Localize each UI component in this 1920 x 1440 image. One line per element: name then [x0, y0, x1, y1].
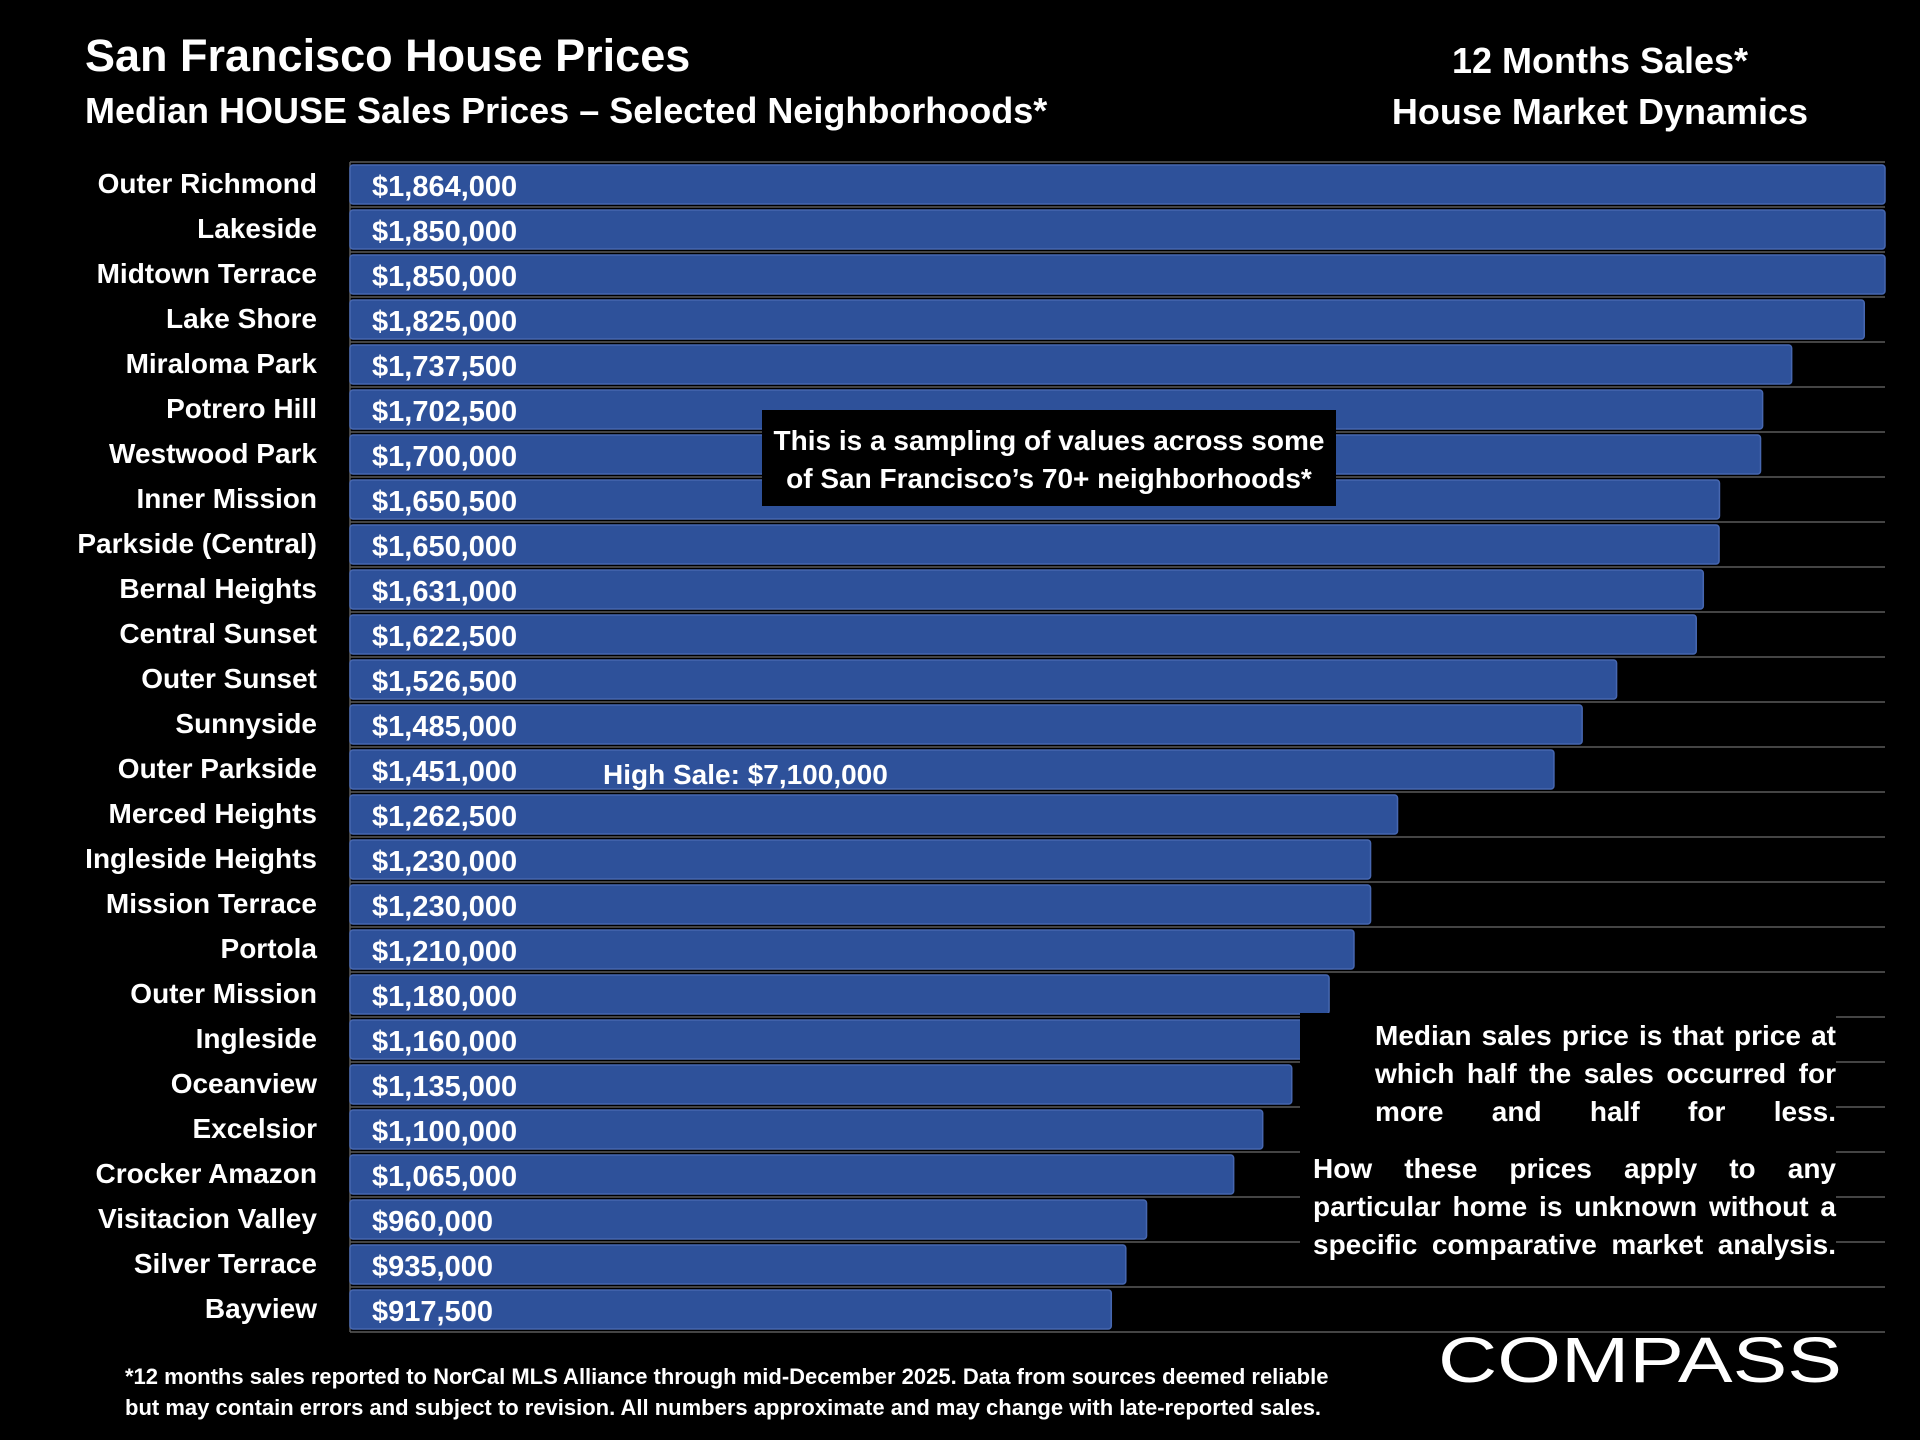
- category-label: Central Sunset: [119, 618, 317, 649]
- value-label: $1,631,000: [372, 576, 517, 608]
- bar: [349, 749, 1555, 790]
- bar: [349, 524, 1720, 565]
- median-note-line2: which half the sales occurred for: [1375, 1058, 1836, 1089]
- bar: [349, 839, 1372, 880]
- value-label: $1,737,500: [372, 351, 517, 383]
- category-label: Sunnyside: [175, 708, 317, 739]
- category-label: Outer Sunset: [141, 663, 317, 694]
- category-label: Ingleside: [196, 1023, 317, 1054]
- value-label: $1,526,500: [372, 666, 517, 698]
- right-title-line1: 12 Months Sales*: [1451, 40, 1749, 81]
- value-label: $1,825,000: [372, 306, 517, 338]
- category-label: Bernal Heights: [119, 573, 317, 604]
- compass-logo-text: COMPASS: [1438, 1326, 1842, 1390]
- bar: [349, 1199, 1148, 1240]
- category-label: Outer Parkside: [118, 753, 317, 784]
- page-subtitle: Median HOUSE Sales Prices – Selected Nei…: [85, 90, 1048, 131]
- right-title-line2: House Market Dynamics: [1391, 91, 1809, 132]
- bar: [349, 209, 1886, 250]
- category-label: Lakeside: [197, 213, 317, 244]
- value-label: $1,650,500: [372, 486, 517, 518]
- category-label: Outer Mission: [130, 978, 317, 1009]
- category-label: Westwood Park: [109, 438, 317, 469]
- bar: [349, 1244, 1127, 1285]
- value-label: $1,210,000: [372, 936, 517, 968]
- median-note-line1: Median sales price is that price at: [1375, 1020, 1836, 1051]
- value-label: $1,100,000: [372, 1116, 517, 1148]
- bar: [349, 254, 1886, 295]
- high-sale-annotation: High Sale: $7,100,000: [603, 759, 888, 790]
- bar: [349, 164, 1886, 205]
- value-label: $917,500: [372, 1296, 493, 1328]
- footnote-line2: but may contain errors and subject to re…: [125, 1395, 1322, 1420]
- category-label: Silver Terrace: [134, 1248, 317, 1279]
- value-label: $1,850,000: [372, 216, 517, 248]
- value-label: $1,262,500: [372, 801, 517, 833]
- footnote: *12 months sales reported to NorCal MLS …: [125, 1361, 1328, 1423]
- category-label: Ingleside Heights: [85, 843, 317, 874]
- compass-logo: COMPASS: [1438, 1326, 1842, 1390]
- bar: [349, 569, 1705, 610]
- bar: [349, 929, 1355, 970]
- footnote-line1: *12 months sales reported to NorCal MLS …: [125, 1364, 1329, 1389]
- sampling-callout-line1: This is a sampling of values across some: [773, 425, 1325, 456]
- category-label: Visitacion Valley: [98, 1203, 317, 1234]
- category-label: Parkside (Central): [77, 528, 317, 559]
- value-label: $1,180,000: [372, 981, 517, 1013]
- value-label: $1,650,000: [372, 531, 517, 563]
- category-label: Inner Mission: [137, 483, 317, 514]
- bar: [349, 704, 1583, 745]
- sampling-callout-line2: of San Francisco’s 70+ neighborhoods*: [786, 463, 1312, 494]
- value-label: $1,451,000: [372, 756, 517, 788]
- value-label: $935,000: [372, 1251, 493, 1283]
- median-note-line3: more and half for less.: [1375, 1096, 1836, 1127]
- disclaimer-line3: specific comparative market analysis.: [1313, 1229, 1836, 1260]
- disclaimer-line2: particular home is unknown without a: [1313, 1191, 1836, 1222]
- category-label: Outer Richmond: [98, 168, 317, 199]
- value-label: $1,864,000: [372, 171, 517, 203]
- category-label: Portola: [221, 933, 318, 964]
- bar: [349, 344, 1793, 385]
- bar: [349, 299, 1866, 340]
- value-label: $1,160,000: [372, 1026, 517, 1058]
- value-label: $1,702,500: [372, 396, 517, 428]
- bar: [349, 1064, 1293, 1105]
- median-definition-note: Median sales price is that price at whic…: [1300, 1013, 1836, 1130]
- page-title: San Francisco House Prices: [85, 30, 691, 81]
- bar: [349, 659, 1618, 700]
- category-label: Excelsior: [192, 1113, 317, 1144]
- value-label: $1,230,000: [372, 846, 517, 878]
- bar: [349, 1154, 1235, 1195]
- category-label: Crocker Amazon: [96, 1158, 317, 1189]
- category-label: Miraloma Park: [126, 348, 318, 379]
- value-label: $1,135,000: [372, 1071, 517, 1103]
- value-label: $1,700,000: [372, 441, 517, 473]
- category-label: Oceanview: [171, 1068, 318, 1099]
- bar-chart: Outer Richmond $1,864,000 Lakeside $1,850,0…: [77, 161, 1886, 1333]
- value-label: $1,230,000: [372, 891, 517, 923]
- bar: [349, 974, 1330, 1015]
- value-label: $1,065,000: [372, 1161, 517, 1193]
- bar: [349, 884, 1372, 925]
- bar: [349, 794, 1399, 835]
- category-label: Potrero Hill: [166, 393, 317, 424]
- value-label: $1,850,000: [372, 261, 517, 293]
- disclaimer-note: How these prices apply to any particular…: [1300, 1148, 1836, 1268]
- category-label: Mission Terrace: [106, 888, 317, 919]
- category-label: Midtown Terrace: [97, 258, 317, 289]
- bar: [349, 1109, 1264, 1150]
- disclaimer-line1: How these prices apply to any: [1313, 1153, 1836, 1184]
- value-label: $1,485,000: [372, 711, 517, 743]
- bar: [349, 614, 1697, 655]
- category-label: Merced Heights: [109, 798, 318, 829]
- category-label: Bayview: [205, 1293, 317, 1324]
- value-label: $1,622,500: [372, 621, 517, 653]
- bar: [349, 1289, 1113, 1330]
- value-label: $960,000: [372, 1206, 493, 1238]
- sampling-callout: This is a sampling of values across some…: [762, 410, 1336, 506]
- category-label: Lake Shore: [166, 303, 317, 334]
